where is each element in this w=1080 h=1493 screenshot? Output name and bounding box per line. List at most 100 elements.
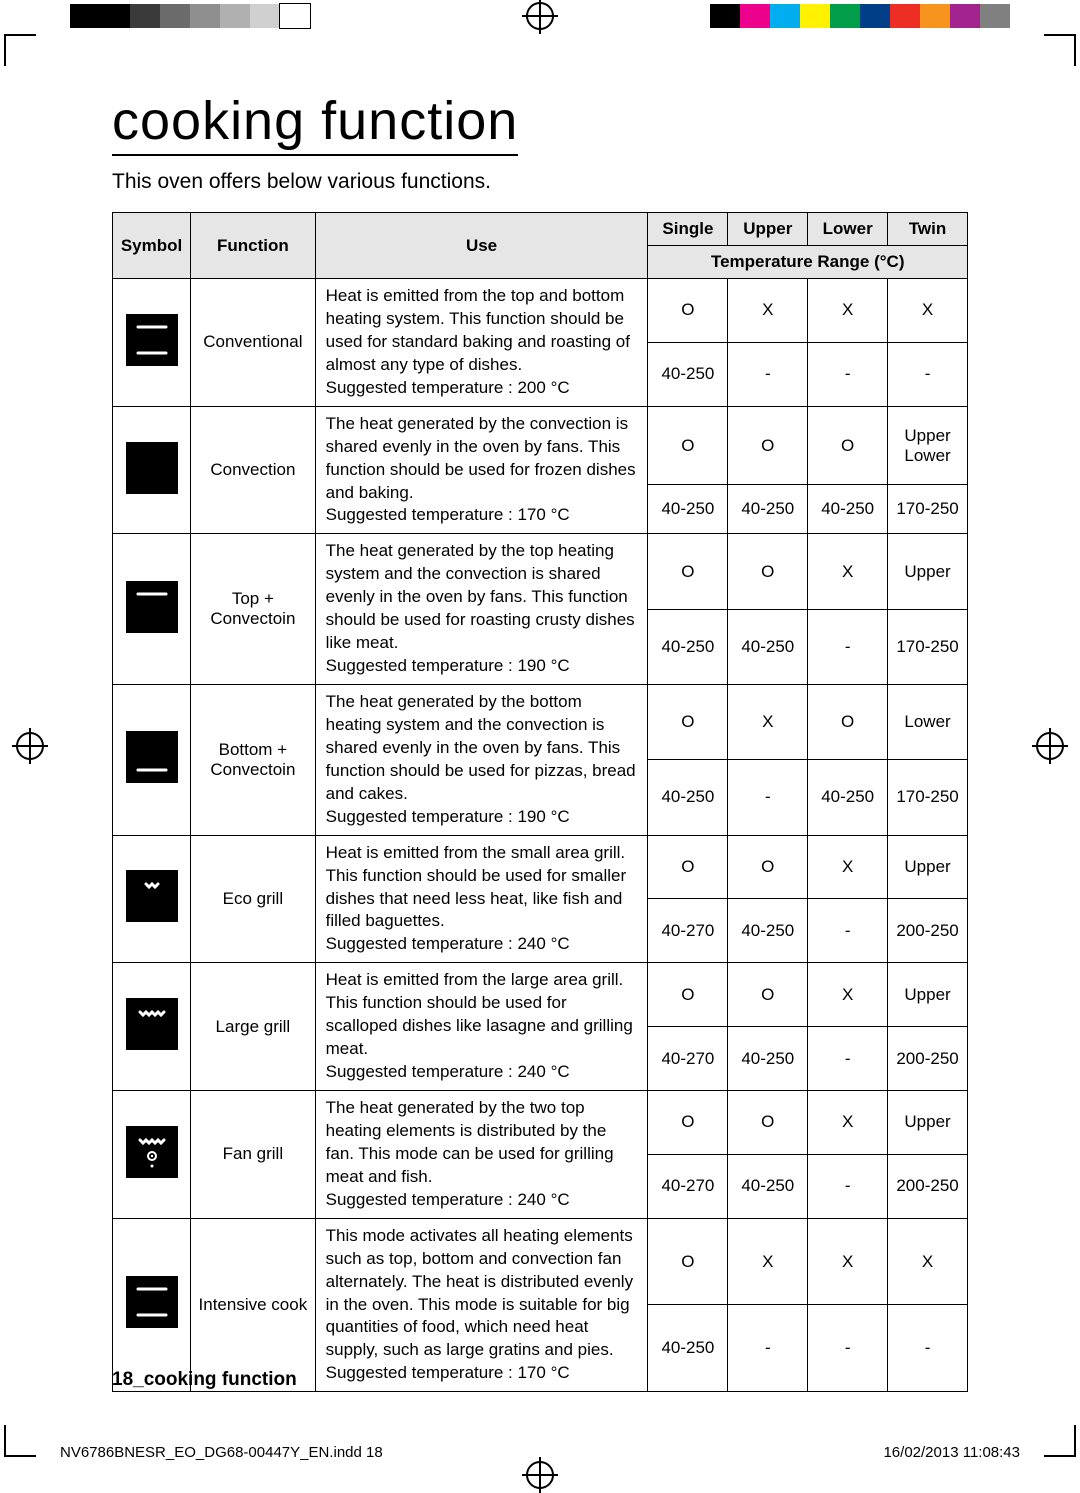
temp-upper: 40-250 bbox=[728, 1027, 808, 1091]
temp-single: 40-270 bbox=[648, 1154, 728, 1218]
registration-mark-icon bbox=[526, 2, 554, 30]
oven-mode-icon bbox=[113, 279, 191, 407]
function-use: The heat generated by the convection is … bbox=[315, 406, 648, 534]
oven-mode-icon bbox=[113, 1091, 191, 1219]
temp-lower: 40-250 bbox=[808, 760, 888, 835]
temp-upper: 40-250 bbox=[728, 485, 808, 534]
avail-upper: O bbox=[728, 835, 808, 899]
avail-lower: X bbox=[808, 1091, 888, 1155]
function-use: Heat is emitted from the large area gril… bbox=[315, 963, 648, 1091]
avail-upper: O bbox=[728, 534, 808, 609]
avail-upper: O bbox=[728, 406, 808, 485]
col-use: Use bbox=[315, 213, 648, 279]
avail-lower: O bbox=[808, 685, 888, 760]
col-single: Single bbox=[648, 213, 728, 246]
oven-mode-icon bbox=[113, 963, 191, 1091]
avail-single: O bbox=[648, 963, 728, 1027]
temp-twin: - bbox=[888, 342, 968, 406]
temp-single: 40-250 bbox=[648, 760, 728, 835]
temp-twin: 200-250 bbox=[888, 1154, 968, 1218]
footer-section: 18_cooking function bbox=[112, 1369, 297, 1391]
function-name: Large grill bbox=[191, 963, 316, 1091]
temp-twin: - bbox=[888, 1305, 968, 1392]
function-name: Conventional bbox=[191, 279, 316, 407]
avail-single: O bbox=[648, 406, 728, 485]
temp-lower: - bbox=[808, 342, 888, 406]
crop-mark bbox=[4, 34, 36, 66]
color-colorbar bbox=[710, 4, 1010, 28]
temp-single: 40-250 bbox=[648, 1305, 728, 1392]
avail-upper: O bbox=[728, 963, 808, 1027]
function-use: Heat is emitted from the top and bottom … bbox=[315, 279, 648, 407]
avail-twin: Upper bbox=[888, 963, 968, 1027]
avail-twin: Upper bbox=[888, 1091, 968, 1155]
temp-twin: 200-250 bbox=[888, 1027, 968, 1091]
temp-upper: - bbox=[728, 342, 808, 406]
function-use: The heat generated by the two top heatin… bbox=[315, 1091, 648, 1219]
temp-lower: - bbox=[808, 899, 888, 963]
avail-lower: X bbox=[808, 1218, 888, 1305]
temp-lower: 40-250 bbox=[808, 485, 888, 534]
temp-single: 40-250 bbox=[648, 485, 728, 534]
col-upper: Upper bbox=[728, 213, 808, 246]
avail-twin: Upper bbox=[888, 835, 968, 899]
intro-text: This oven offers below various functions… bbox=[112, 170, 968, 194]
avail-single: O bbox=[648, 279, 728, 343]
avail-lower: X bbox=[808, 534, 888, 609]
temp-upper: 40-250 bbox=[728, 609, 808, 684]
function-name: Convection bbox=[191, 406, 316, 534]
temp-upper: 40-250 bbox=[728, 1154, 808, 1218]
temp-upper: - bbox=[728, 1305, 808, 1392]
avail-twin: X bbox=[888, 279, 968, 343]
avail-single: O bbox=[648, 1091, 728, 1155]
footer-filename: NV6786BNESR_EO_DG68-00447Y_EN.indd 18 bbox=[60, 1444, 383, 1461]
temp-single: 40-270 bbox=[648, 899, 728, 963]
avail-single: O bbox=[648, 835, 728, 899]
registration-mark-icon bbox=[526, 1461, 554, 1489]
function-use: The heat generated by the top heating sy… bbox=[315, 534, 648, 685]
temp-lower: - bbox=[808, 1305, 888, 1392]
oven-mode-icon bbox=[113, 685, 191, 836]
col-temp-range: Temperature Range (°C) bbox=[648, 246, 968, 279]
function-use: Heat is emitted from the small area gril… bbox=[315, 835, 648, 963]
function-name: Bottom + Convectoin bbox=[191, 685, 316, 836]
avail-single: O bbox=[648, 534, 728, 609]
temp-twin: 170-250 bbox=[888, 485, 968, 534]
col-twin: Twin bbox=[888, 213, 968, 246]
crop-mark bbox=[1044, 34, 1076, 66]
crop-mark bbox=[4, 1425, 36, 1457]
function-name: Fan grill bbox=[191, 1091, 316, 1219]
oven-mode-icon bbox=[113, 406, 191, 534]
avail-upper: O bbox=[728, 1091, 808, 1155]
avail-lower: O bbox=[808, 406, 888, 485]
footer-timestamp: 16/02/2013 11:08:43 bbox=[883, 1444, 1020, 1461]
functions-table: Symbol Function Use Single Upper Lower T… bbox=[112, 212, 968, 1392]
avail-twin: Lower bbox=[888, 685, 968, 760]
temp-lower: - bbox=[808, 1154, 888, 1218]
avail-lower: X bbox=[808, 963, 888, 1027]
function-use: The heat generated by the bottom heating… bbox=[315, 685, 648, 836]
avail-single: O bbox=[648, 1218, 728, 1305]
temp-twin: 170-250 bbox=[888, 609, 968, 684]
avail-twin: UpperLower bbox=[888, 406, 968, 485]
oven-mode-icon bbox=[113, 1218, 191, 1392]
avail-upper: X bbox=[728, 1218, 808, 1305]
temp-lower: - bbox=[808, 1027, 888, 1091]
avail-twin: X bbox=[888, 1218, 968, 1305]
function-name: Top + Convectoin bbox=[191, 534, 316, 685]
page-title: cooking function bbox=[112, 90, 518, 156]
temp-upper: 40-250 bbox=[728, 899, 808, 963]
function-name: Intensive cook bbox=[191, 1218, 316, 1392]
col-lower: Lower bbox=[808, 213, 888, 246]
avail-lower: X bbox=[808, 835, 888, 899]
function-use: This mode activates all heating elements… bbox=[315, 1218, 648, 1392]
avail-upper: X bbox=[728, 685, 808, 760]
function-name: Eco grill bbox=[191, 835, 316, 963]
col-function: Function bbox=[191, 213, 316, 279]
oven-mode-icon bbox=[113, 835, 191, 963]
col-symbol: Symbol bbox=[113, 213, 191, 279]
avail-twin: Upper bbox=[888, 534, 968, 609]
crop-mark bbox=[1044, 1425, 1076, 1457]
avail-upper: X bbox=[728, 279, 808, 343]
temp-single: 40-250 bbox=[648, 609, 728, 684]
